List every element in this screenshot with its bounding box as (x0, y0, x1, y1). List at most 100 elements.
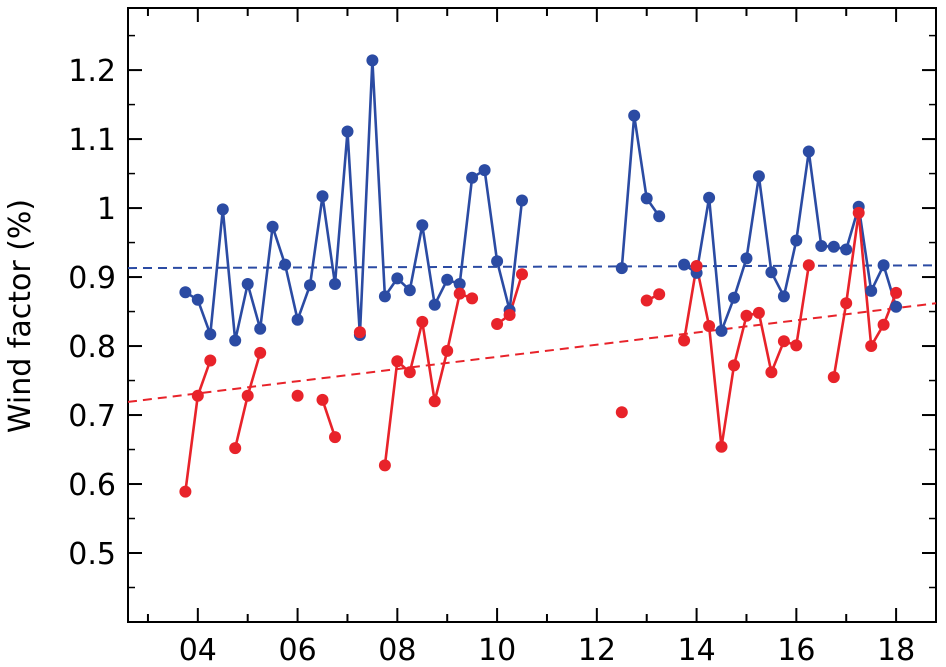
plot-frame (127, 7, 937, 623)
data-point-0 (204, 328, 217, 341)
data-point-0 (304, 279, 316, 292)
data-point-0 (478, 164, 491, 177)
data-point-0 (378, 290, 391, 303)
data-point-1 (852, 206, 865, 219)
data-point-1 (840, 297, 853, 310)
data-point-0 (254, 322, 267, 335)
data-point-0 (628, 109, 641, 122)
x-tick-label: 16 (777, 633, 815, 667)
x-tick-label: 18 (877, 633, 915, 667)
data-point-0 (728, 291, 740, 304)
data-point-1 (653, 288, 666, 301)
data-point-1 (752, 306, 765, 319)
data-point-1 (640, 294, 653, 307)
data-point-1 (416, 315, 429, 328)
data-point-1 (740, 309, 753, 322)
x-tick-label: 08 (378, 633, 416, 667)
data-point-1 (428, 395, 441, 408)
series-lines (184, 59, 898, 492)
series-line-1 (832, 211, 898, 378)
data-point-0 (827, 240, 840, 253)
y-tick-label: 0.8 (68, 330, 116, 365)
data-point-0 (341, 125, 354, 138)
y-tick-label: 0.9 (68, 261, 116, 296)
data-point-1 (503, 309, 516, 321)
data-point-1 (204, 354, 217, 367)
series-line-1 (321, 399, 337, 438)
data-point-1 (291, 389, 304, 402)
series-line-1 (383, 292, 473, 466)
data-point-1 (391, 355, 404, 368)
data-point-0 (703, 191, 716, 204)
data-point-0 (777, 290, 790, 303)
data-point-0 (279, 258, 292, 271)
data-point-1 (179, 485, 192, 498)
data-point-0 (653, 210, 666, 223)
series-line-1 (682, 264, 811, 449)
data-point-1 (790, 339, 803, 352)
data-point-0 (740, 252, 753, 265)
data-point-0 (466, 171, 479, 184)
data-point-1 (441, 344, 454, 357)
data-point-1 (466, 292, 479, 305)
x-tick-label: 10 (478, 633, 516, 667)
data-point-0 (615, 262, 628, 275)
data-point-0 (765, 266, 778, 279)
data-point-1 (241, 389, 254, 402)
y-axis-ticks: 0.5 0.6 0.7 0.8 0.9 1 1.1 1.2 (68, 34, 936, 589)
data-point-0 (266, 220, 279, 233)
x-tick-label: 04 (179, 633, 217, 667)
data-point-1 (802, 259, 815, 272)
data-point-0 (491, 255, 504, 268)
data-point-0 (715, 324, 728, 337)
data-point-1 (777, 335, 790, 348)
data-point-0 (441, 273, 454, 286)
data-point-1 (491, 318, 504, 330)
data-point-0 (640, 192, 653, 205)
x-tick-label: 14 (677, 633, 715, 667)
data-point-1 (703, 320, 716, 332)
data-point-0 (229, 334, 242, 347)
series-line-0 (620, 114, 661, 269)
series-points (179, 54, 903, 498)
data-point-0 (752, 170, 765, 183)
y-tick-label: 1 (97, 192, 116, 227)
data-point-0 (516, 194, 528, 207)
data-point-0 (877, 259, 890, 272)
data-point-0 (840, 243, 853, 256)
data-point-0 (316, 190, 329, 203)
data-point-1 (403, 366, 416, 379)
x-tick-label: 12 (578, 633, 616, 667)
data-point-1 (516, 268, 528, 281)
series-line-0 (184, 59, 524, 342)
data-point-0 (453, 278, 466, 290)
data-point-1 (353, 326, 366, 339)
x-axis-ticks: 04 06 08 10 12 14 16 18 (146, 8, 915, 667)
data-point-1 (229, 442, 242, 455)
data-point-1 (378, 459, 391, 472)
data-point-1 (690, 260, 703, 272)
data-point-1 (254, 346, 267, 359)
data-point-0 (329, 278, 341, 290)
x-tick-label: 06 (278, 633, 316, 667)
data-point-1 (329, 431, 341, 444)
data-point-0 (790, 234, 803, 247)
data-point-0 (416, 219, 429, 232)
data-point-0 (403, 284, 416, 297)
data-point-0 (216, 203, 229, 216)
data-point-1 (715, 440, 728, 453)
data-point-0 (291, 313, 304, 326)
data-point-1 (865, 340, 878, 352)
y-tick-label: 1.2 (68, 54, 116, 89)
data-point-1 (827, 371, 840, 384)
data-point-1 (678, 334, 691, 347)
data-point-1 (453, 287, 466, 300)
trend-line-0 (127, 264, 937, 270)
data-point-0 (815, 240, 828, 252)
y-tick-label: 0.5 (68, 537, 116, 572)
data-point-1 (890, 286, 903, 299)
data-point-0 (391, 272, 404, 285)
data-point-0 (428, 298, 441, 311)
series-line-0 (683, 150, 898, 333)
